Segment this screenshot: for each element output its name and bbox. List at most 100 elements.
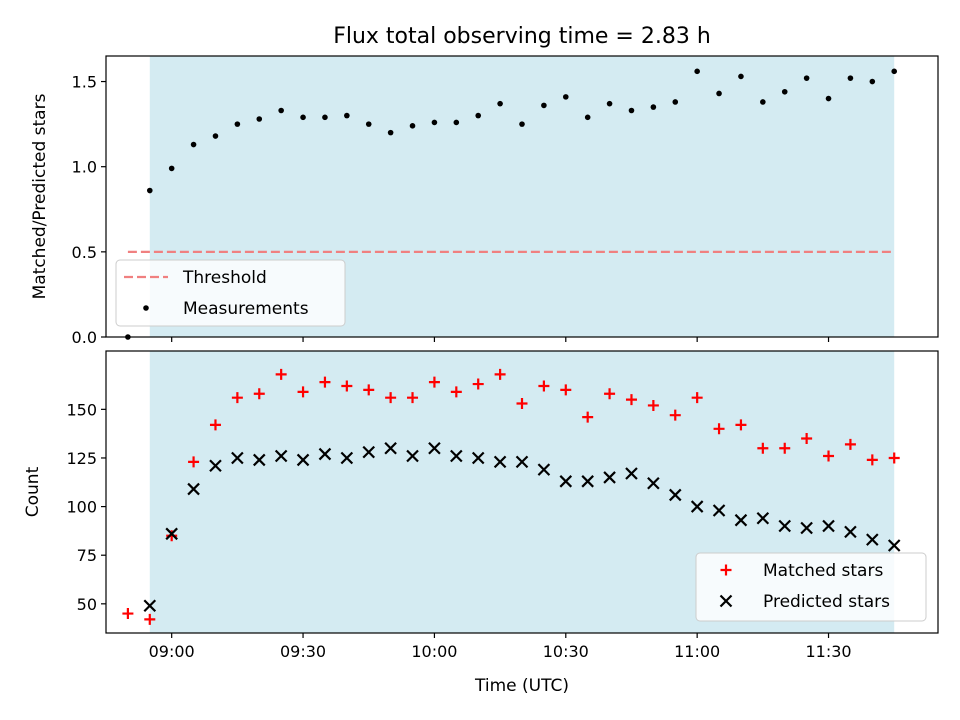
data-point: [603, 471, 616, 484]
data-point: [344, 112, 350, 119]
data-point: [712, 504, 726, 517]
legend-box: [115, 259, 346, 327]
data-point: [165, 527, 178, 541]
data-point: [778, 519, 792, 533]
y-tick-label: 50: [77, 595, 97, 614]
legend-label: Predicted stars: [763, 592, 890, 612]
legend-matched-swatch: [720, 564, 732, 576]
data-point: [625, 467, 638, 480]
y-tick-label: 150: [66, 400, 97, 419]
data-point: [300, 114, 306, 121]
data-point: [582, 411, 594, 423]
data-point: [256, 116, 263, 122]
data-point: [428, 441, 441, 455]
x-tick-label: 10:00: [411, 642, 457, 661]
data-point: [493, 455, 507, 469]
data-point: [559, 475, 573, 488]
data-point: [253, 388, 265, 400]
x-tick-label: 11:30: [805, 642, 851, 661]
data-point: [143, 599, 157, 613]
data-point: [472, 378, 484, 390]
data-point: [690, 500, 704, 513]
data-point: [668, 488, 682, 502]
data-point: [146, 187, 153, 194]
data-point: [647, 399, 659, 411]
axes-frame: [105, 350, 939, 634]
y-axis-label: Matched/Predicted stars: [30, 93, 50, 299]
data-point: [581, 475, 594, 488]
data-point: [887, 539, 901, 552]
data-point: [604, 388, 616, 400]
data-point: [212, 133, 219, 139]
series-measurements: [125, 68, 898, 340]
legend-label: Matched stars: [763, 561, 883, 581]
legend: Threshold Measurements: [115, 259, 346, 327]
y-axis-label: Count: [23, 466, 43, 517]
y-tick-label: 100: [66, 498, 97, 517]
legend-label: Threshold: [182, 268, 267, 288]
data-point: [450, 449, 463, 463]
data-point: [738, 73, 744, 80]
data-point: [803, 75, 810, 81]
x-tick-label: 11:00: [674, 642, 720, 661]
data-point: [866, 533, 879, 546]
data-point: [252, 453, 266, 467]
data-point: [475, 112, 482, 119]
data-point: [647, 476, 660, 490]
legend-label: Measurements: [183, 299, 309, 319]
data-point: [166, 530, 178, 542]
data-point: [450, 386, 462, 398]
data-point: [584, 114, 591, 121]
y-tick-label: 125: [66, 449, 97, 468]
data-point: [562, 94, 569, 100]
data-point: [694, 68, 700, 75]
data-point: [822, 519, 835, 533]
data-point: [844, 438, 856, 450]
data-point: [606, 100, 613, 107]
data-point: [122, 608, 134, 620]
x-tick-label: 09:00: [149, 642, 195, 661]
data-point: [322, 114, 328, 121]
data-point: [844, 525, 857, 539]
data-point: [406, 449, 419, 463]
data-point: [362, 445, 376, 459]
data-point: [431, 119, 438, 126]
y-tick-label: 75: [77, 546, 97, 565]
data-point: [428, 376, 440, 388]
data-point: [541, 102, 547, 109]
x-tick-label: 09:30: [280, 642, 326, 661]
data-point: [365, 121, 372, 127]
data-point: [231, 392, 243, 404]
data-point: [318, 447, 332, 461]
data-point: [823, 450, 835, 462]
ratio-panel: 0.0 0.5 1.0 1.5 Matched/Predicted stars Thres…: [30, 55, 939, 347]
data-point: [187, 482, 200, 496]
data-point: [234, 121, 241, 127]
data-point: [560, 384, 572, 396]
data-point: [756, 511, 770, 525]
chart-title: Flux total observing time = 2.83 h: [333, 24, 711, 49]
series-matched-stars: [122, 368, 900, 625]
data-point: [387, 129, 394, 136]
data-point: [296, 453, 310, 467]
data-point: [891, 68, 898, 75]
data-point: [888, 452, 900, 464]
data-point: [275, 368, 287, 380]
legend-box: [695, 552, 927, 622]
y-tick-label: 0.0: [72, 328, 97, 347]
data-point: [471, 451, 485, 465]
x-tick-label: 10:30: [543, 642, 589, 661]
data-point: [319, 376, 331, 388]
data-point: [384, 441, 397, 455]
data-point: [209, 459, 222, 473]
data-point: [650, 104, 657, 110]
data-point: [409, 123, 416, 129]
data-point: [734, 513, 748, 527]
data-point: [538, 380, 550, 392]
data-point: [825, 95, 832, 102]
data-point: [757, 442, 769, 454]
data-point: [231, 451, 244, 465]
data-point: [869, 78, 876, 85]
data-point: [628, 107, 635, 114]
